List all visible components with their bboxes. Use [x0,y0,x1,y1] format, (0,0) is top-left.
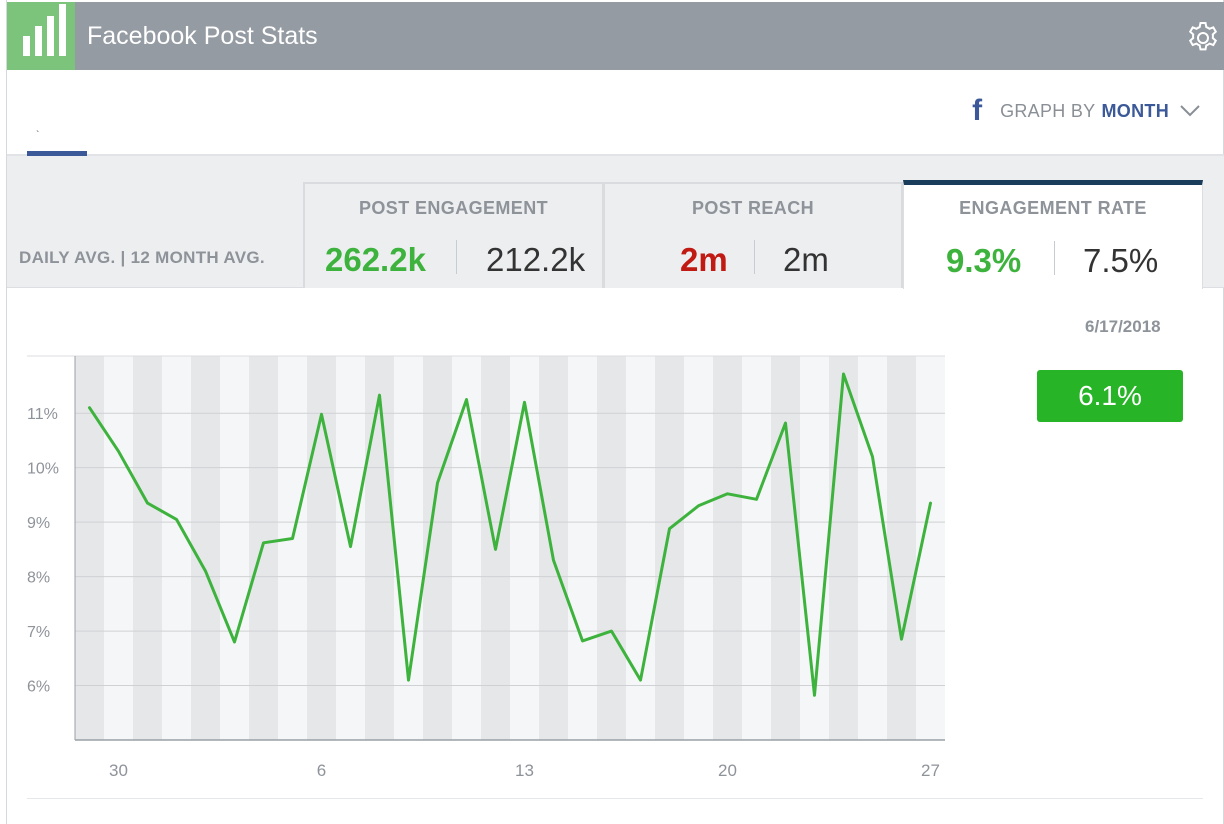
metric-daily-value: 2m [680,241,728,278]
x-tick-label: 6 [317,761,326,780]
chart-stripe [539,356,568,740]
metric-divider [1054,241,1055,275]
data-point [552,558,556,562]
chart-stripe [365,356,394,740]
x-tick-label: 30 [109,761,128,780]
series-line [88,372,932,697]
data-point [639,678,643,682]
chart-stripe [684,356,713,740]
facebook-icon: f [972,94,983,127]
y-tick-label: 9% [27,515,50,532]
chart-stripe [800,356,829,740]
metric-title: POST REACH [691,198,814,218]
data-point [494,547,498,551]
data-point [88,406,92,410]
metric-average-value: 212.2k [486,241,586,278]
chart-stripe [162,356,191,740]
bar-chart-icon [7,2,75,70]
data-point [407,678,411,682]
avg-label: DAILY AVG. | 12 MONTH AVG. [19,248,265,267]
data-point [871,455,875,459]
chart-stripe [278,356,307,740]
data-point [610,629,614,633]
metric-title: POST ENGAGEMENT [358,198,548,218]
x-tick-label: 27 [921,761,940,780]
bottom-divider [27,798,1203,799]
data-point [697,504,701,508]
chart-stripe [858,356,887,740]
x-tick-label: 13 [515,761,534,780]
metric-average-value: 2m [783,241,829,278]
chevron-down-icon [1180,105,1200,117]
data-point [726,492,730,496]
data-point [175,517,179,521]
data-point [233,640,237,644]
toolbar: ` f GRAPH BY MONTH [7,70,1224,156]
metric-divider [754,240,755,274]
data-point [813,693,817,697]
metric-average-value: 7.5% [1083,242,1159,279]
chart-stripe [887,356,916,740]
y-tick-label: 6% [27,679,50,696]
metric-divider [456,240,457,274]
data-point [436,481,440,485]
x-tick-label: 20 [718,761,737,780]
hover-date: 6/17/2018 [1085,317,1161,336]
metric-daily-value: 262.2k [325,241,426,278]
y-tick-label: 11% [27,406,58,423]
engagement-rate-chart[interactable]: 11% 10% 9% 8% 7% 6% 30 6 13 20 27 [7,340,967,790]
chart-stripe [220,356,249,740]
metric-post-engagement[interactable]: POST ENGAGEMENT 262.2k 212.2k [303,182,604,288]
chart-stripe [191,356,220,740]
chart-stripe [104,356,133,740]
gear-icon[interactable] [1185,20,1221,56]
data-point [523,400,527,404]
widget-title: Facebook Post Stats [87,22,318,50]
graph-by-label: GRAPH BY [1000,100,1096,121]
chart-stripe [510,356,539,740]
tab-indicator[interactable] [27,151,87,156]
tab-mark: ` [36,130,40,141]
stats-band: DAILY AVG. | 12 MONTH AVG. POST ENGAGEME… [7,156,1224,289]
chart-stripe [133,356,162,740]
stats-widget: Facebook Post Stats ` f GRAPH BY MONTH D… [6,0,1224,824]
chart-stripe [742,356,771,740]
metric-engagement-rate[interactable]: ENGAGEMENT RATE 9.3% 7.5% [903,180,1203,289]
chart-stripe [452,356,481,740]
data-point [842,372,846,376]
data-point [581,639,585,643]
hover-value-badge: 6.1% [1037,370,1183,422]
data-point [784,421,788,425]
data-point [146,501,150,505]
data-point [291,536,295,540]
graph-by-value: MONTH [1101,100,1169,121]
chart-stripe [829,356,858,740]
data-point [262,541,266,545]
widget-header: Facebook Post Stats [7,2,1224,70]
chart-stripe [597,356,626,740]
y-tick-label: 7% [27,624,50,641]
chart-stripe [713,356,742,740]
chart-stripe [568,356,597,740]
data-point [465,398,469,402]
chart-stripe [771,356,800,740]
data-point [668,527,672,531]
data-point [755,497,759,501]
metric-daily-value: 9.3% [946,242,1022,279]
data-point [204,569,208,573]
data-point [117,449,121,453]
data-point [378,393,382,397]
graph-by-dropdown[interactable]: f GRAPH BY MONTH [972,96,1201,126]
data-point [320,412,324,416]
data-point [900,637,904,641]
y-tick-label: 8% [27,570,50,587]
metric-title: ENGAGEMENT RATE [959,198,1147,218]
metric-post-reach[interactable]: POST REACH 2m 2m [603,182,903,288]
y-tick-label: 10% [27,461,59,478]
data-point [349,545,353,549]
data-point [929,501,933,505]
chart-stripe [655,356,684,740]
